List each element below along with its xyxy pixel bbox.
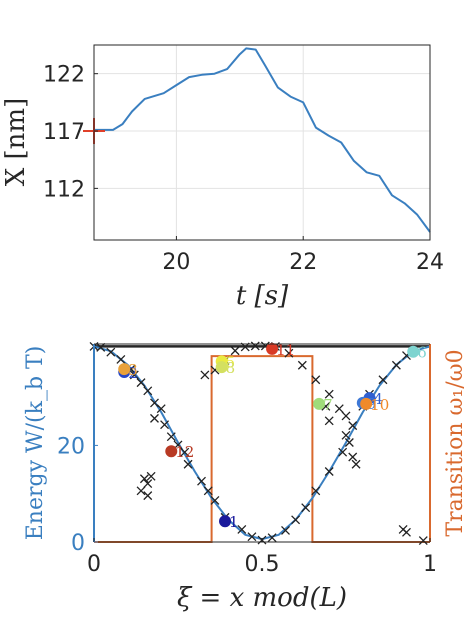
scatter-point bbox=[116, 354, 126, 364]
top-y-axis-label: X [nm] bbox=[1, 98, 31, 186]
bottom-x-tick-label: 0 bbox=[87, 552, 101, 577]
scatter-point bbox=[250, 341, 260, 351]
scatter-point bbox=[348, 452, 358, 462]
labeled-state-point bbox=[360, 397, 373, 410]
labeled-state-point bbox=[313, 397, 326, 410]
scatter-point bbox=[247, 532, 257, 542]
top-x-tick-label: 22 bbox=[289, 250, 317, 275]
top-series bbox=[94, 47, 431, 233]
scatter-point bbox=[230, 346, 240, 356]
bottom-plot-background bbox=[94, 344, 430, 542]
scatter-point bbox=[200, 370, 210, 380]
labeled-state-label: 12 bbox=[175, 443, 194, 461]
scatter-point bbox=[391, 360, 401, 370]
top-chart: 20 22 24 112 117 122 t [s] X [nm] bbox=[1, 44, 444, 311]
top-y-tick-label: 122 bbox=[43, 63, 85, 88]
top-position-line bbox=[94, 47, 431, 233]
scatter-point bbox=[281, 525, 290, 535]
scatter-point bbox=[297, 360, 307, 370]
scatter-point bbox=[311, 375, 321, 385]
top-x-axis-label: t [s] bbox=[236, 281, 289, 311]
bottom-y-axis-label: Energy W/(k_b T) bbox=[23, 346, 48, 541]
scatter-point bbox=[96, 342, 106, 352]
scatter-point bbox=[203, 486, 213, 496]
labeled-state-point bbox=[407, 345, 420, 358]
scatter-point bbox=[143, 491, 153, 501]
scatter-point bbox=[324, 389, 334, 399]
scatter-point bbox=[143, 479, 153, 489]
scatter-point bbox=[210, 496, 220, 505]
top-axes-box bbox=[93, 44, 431, 241]
top-y-tick-label: 117 bbox=[43, 120, 85, 145]
labeled-state-label: 10 bbox=[370, 396, 389, 414]
scatter-point bbox=[139, 474, 149, 484]
scatter-point bbox=[324, 467, 334, 476]
scatter-point bbox=[291, 515, 301, 525]
scatter-point bbox=[338, 447, 348, 457]
scatter-point bbox=[324, 416, 334, 426]
bottom-ticks: 0 0.5 1 0 20 bbox=[57, 434, 437, 577]
scatter-point bbox=[418, 536, 428, 546]
labeled-state-point bbox=[215, 361, 228, 374]
bottom-y-tick-label: 0 bbox=[71, 531, 85, 556]
top-y-tick-label: 112 bbox=[43, 177, 85, 202]
labeled-state-label: 11 bbox=[276, 341, 295, 359]
bottom-y-tick-label: 20 bbox=[57, 434, 85, 459]
labeled-state-label: 6 bbox=[417, 344, 427, 362]
scatter-point bbox=[267, 533, 277, 543]
scatter-point bbox=[301, 503, 311, 513]
labeled-state-point bbox=[266, 342, 279, 355]
scatter-point bbox=[136, 378, 146, 388]
labeled-state-label: 4 bbox=[374, 390, 384, 408]
scatter-point bbox=[166, 432, 176, 442]
scatter-point bbox=[237, 524, 247, 534]
labeled-state-label: 1 bbox=[229, 513, 239, 531]
top-x-tick-label: 24 bbox=[416, 250, 444, 275]
scatter-point bbox=[143, 386, 153, 396]
scatter-point bbox=[341, 430, 351, 440]
scatter-point bbox=[348, 421, 358, 431]
scatter-point bbox=[334, 404, 344, 414]
scatter-point bbox=[136, 486, 146, 496]
scatter-point bbox=[156, 404, 166, 414]
labeled-state-point bbox=[219, 515, 232, 528]
top-x-tick-label: 20 bbox=[162, 250, 190, 275]
scatter-point bbox=[344, 438, 354, 447]
bottom-x-tick-label: 0.5 bbox=[245, 552, 280, 577]
bottom-right-axis-label: Transition ω₁/ω0 bbox=[443, 349, 468, 536]
scatter-point bbox=[150, 398, 159, 408]
labeled-state-label: 7 bbox=[323, 396, 333, 414]
bottom-x-tick-label: 1 bbox=[423, 552, 437, 577]
scatter-point bbox=[284, 348, 294, 358]
labeled-state-label: 8 bbox=[226, 359, 236, 377]
scatter-point bbox=[150, 413, 159, 423]
scatter-point bbox=[160, 420, 170, 430]
top-ticks: 20 22 24 112 117 122 bbox=[43, 63, 444, 275]
scatter-point bbox=[341, 411, 351, 421]
scatter-point bbox=[106, 347, 116, 357]
labeled-state-label: 5 bbox=[226, 353, 236, 371]
scatter-point bbox=[311, 486, 321, 496]
scatter-point bbox=[180, 447, 190, 457]
labeled-state-point bbox=[165, 445, 178, 458]
bottom-x-axis-label: ξ = x mod(L) bbox=[177, 583, 347, 613]
scatter-point bbox=[183, 459, 193, 469]
labeled-state-label: 3 bbox=[128, 361, 138, 379]
scatter-point bbox=[146, 471, 156, 481]
scatter-point bbox=[351, 459, 361, 469]
labeled-state-point bbox=[118, 363, 131, 376]
scatter-point bbox=[402, 527, 411, 537]
scatter-point bbox=[129, 370, 139, 380]
labeled-state-label: 2 bbox=[128, 364, 138, 382]
bottom-labeled-points: 123456789101112 bbox=[118, 341, 427, 531]
top-plot-background bbox=[94, 45, 430, 240]
scatter-point bbox=[197, 476, 206, 486]
scatter-point bbox=[378, 375, 388, 385]
